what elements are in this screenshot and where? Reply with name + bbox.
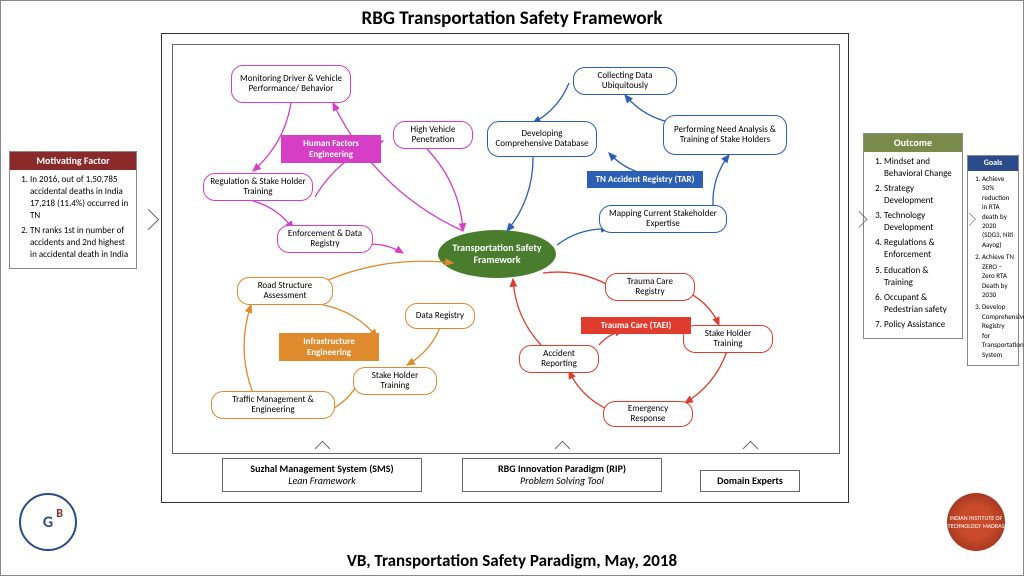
page-title: RBG Transportation Safety Framework	[1, 7, 1023, 30]
outcome-box: Outcome Mindset and Behavioral Change St…	[863, 133, 963, 339]
bottom-sub: Problem Solving Tool	[520, 474, 604, 487]
cluster-node: Developing Comprehensive Database	[487, 121, 597, 157]
cluster-node: Enforcement & Data Registry	[277, 225, 373, 253]
bottom-sub: Lean Framework	[288, 474, 355, 487]
page-footer: VB, Transportation Safety Paradigm, May,…	[1, 550, 1023, 571]
bottom-box-rip: RBG Innovation Paradigm (RIP) Problem So…	[462, 458, 662, 492]
cluster-node: Collecting Data Ubiquitously	[573, 67, 677, 95]
motivating-box: Motivating Factor In 2016, out of 1,50,7…	[9, 151, 137, 269]
motivating-hdr: Motivating Factor	[10, 152, 136, 170]
outcome-item: Occupant & Pedestrian safety	[884, 292, 956, 316]
cluster-node: Road Structure Assessment	[237, 277, 333, 305]
outcome-item: Strategy Development	[884, 183, 956, 207]
arrow-up-icon	[312, 438, 332, 458]
cluster-node: Performing Need Analysis & Training of S…	[663, 115, 787, 155]
outcome-item: Technology Development	[884, 210, 956, 234]
outcome-item: Mindset and Behavioral Change	[884, 156, 956, 180]
outcome-hdr: Outcome	[864, 134, 962, 152]
arrow-icon	[139, 207, 163, 231]
arrow-icon	[964, 212, 978, 226]
bottom-title: Domain Experts	[717, 474, 783, 487]
cluster-node: High Vehicle Penetration	[393, 121, 473, 149]
cluster-node: Data Registry	[405, 303, 475, 329]
cluster-label: Human Factors Engineering	[281, 135, 381, 163]
center-node: Transportation Safety Framework	[438, 230, 556, 278]
goals-item: Develop Comprehensive Registry for Trans…	[982, 302, 1014, 359]
bottom-box-sms: Suzhal Management System (SMS) Lean Fram…	[222, 458, 422, 492]
motivating-item: In 2016, out of 1,50,785 accidental deat…	[30, 174, 130, 223]
goals-box: Goals Achieve 50% reduction in RTA death…	[967, 155, 1019, 366]
arrow-icon	[851, 209, 870, 228]
diagram-area: Transportation Safety Framework Monitori…	[172, 44, 840, 454]
cluster-node: Mapping Current Stakeholder Expertise	[599, 205, 727, 233]
arrow-up-icon	[740, 438, 760, 458]
motivating-item: TN ranks 1st in number of accidents and …	[30, 225, 130, 261]
cluster-node: Monitoring Driver & Vehicle Performance/…	[231, 65, 351, 103]
goals-hdr: Goals	[968, 156, 1018, 171]
iit-logo: INDIAN INSTITUTE OF TECHNOLOGY MADRAS	[947, 493, 1005, 551]
main-frame: Transportation Safety Framework Monitori…	[161, 33, 849, 503]
outcome-item: Education & Training	[884, 265, 956, 289]
bottom-box-domain: Domain Experts	[700, 470, 800, 492]
cluster-node: Traffic Management & Engineering	[211, 391, 335, 419]
cluster-label: Infrastructure Engineering	[279, 333, 379, 361]
cluster-node: Accident Reporting	[519, 345, 599, 373]
outcome-item: Policy Assistance	[884, 319, 956, 331]
goals-item: Achieve 50% reduction in RTA death by 20…	[982, 174, 1014, 250]
arrow-up-icon	[552, 438, 572, 458]
motivating-list: In 2016, out of 1,50,785 accidental deat…	[16, 174, 130, 262]
goals-item: Achieve TN ZERO – Zero RTA Death by 2030	[982, 252, 1014, 299]
cluster-node: Trauma Care Registry	[605, 273, 695, 301]
outcome-list: Mindset and Behavioral Change Strategy D…	[870, 156, 956, 332]
cluster-label: Trauma Care (TAEI)	[581, 317, 691, 334]
cluster-node: Regulation & Stake Holder Training	[203, 173, 313, 201]
cluster-node: Stake Holder Training	[353, 367, 437, 395]
cluster-label: TN Accident Registry (TAR)	[587, 171, 703, 188]
cluster-node: Emergency Response	[603, 401, 693, 427]
outcome-item: Regulations & Enforcement	[884, 237, 956, 261]
rbg-logo: GB	[19, 493, 77, 551]
cluster-node: Stake Holder Training	[683, 325, 773, 353]
goals-list: Achieve 50% reduction in RTA death by 20…	[972, 174, 1014, 359]
